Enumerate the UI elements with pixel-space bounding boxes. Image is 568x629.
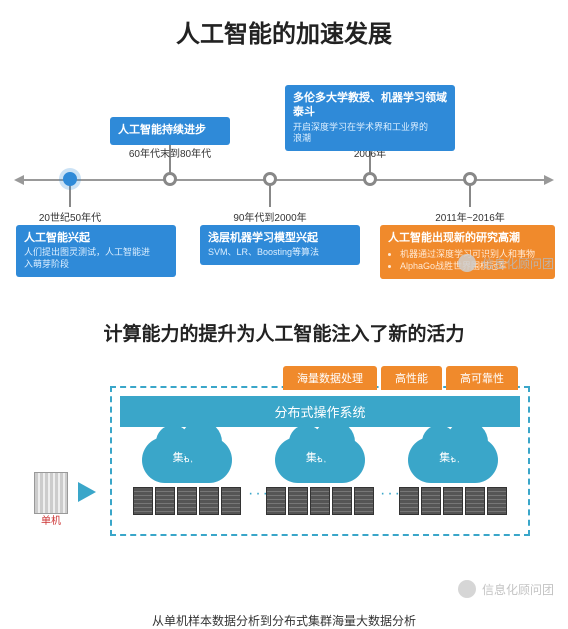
diagram-tabs: 海量数据处理 高性能 高可靠性 [283, 366, 518, 390]
watermark: 信息化顾问团 [458, 254, 554, 272]
diagram-caption: 从单机样本数据分析到分布式集群海量大数据分析 [0, 612, 568, 629]
timeline-box: 人工智能持续进步 [110, 117, 230, 145]
timeline: 20世纪50年代 人工智能兴起 人们提出图灵测试，人工智能进 入萌芽阶段 60年… [0, 49, 568, 289]
clusters-row: 集群1 ··· 集群2 ··· 集群n [112, 427, 528, 527]
rack-icon [443, 487, 463, 515]
timeline-date: 2011年~2016年 [435, 209, 505, 224]
cluster-label: 集群2 [275, 449, 365, 465]
rack-icon [155, 487, 175, 515]
box-title: 多伦多大学教授、机器学习领域泰斗 [293, 91, 447, 120]
single-machine-icon [34, 472, 68, 514]
rack-icon [421, 487, 441, 515]
rack-icon [465, 487, 485, 515]
timeline-dot [263, 172, 277, 186]
box-title: 人工智能持续进步 [118, 123, 222, 137]
wechat-icon [458, 254, 476, 272]
cluster: 集群1 [132, 437, 242, 515]
rack-icon [399, 487, 419, 515]
arrow-icon [78, 482, 96, 502]
diagram-tab: 高可靠性 [446, 366, 518, 390]
timeline-box: 多伦多大学教授、机器学习领域泰斗 开启深度学习在学术界和工业界的 浪潮 [285, 85, 455, 151]
timeline-date: 60年代末到80年代 [129, 145, 211, 160]
single-machine-label: 单机 [34, 516, 68, 527]
box-line: 人们提出图灵测试，人工智能进 [24, 247, 168, 259]
box-line: 浪潮 [293, 133, 447, 145]
box-line: SVM、LR、Boosting等算法 [208, 247, 352, 259]
wechat-icon [458, 580, 476, 598]
rack-icon [133, 487, 153, 515]
box-title: 人工智能兴起 [24, 231, 168, 245]
rack-icon [310, 487, 330, 515]
cloud-icon: 集群1 [142, 437, 232, 483]
cluster-label: 集群1 [142, 449, 232, 465]
cluster: 集群2 [265, 437, 375, 515]
timeline-dot [163, 172, 177, 186]
timeline-date: 20世纪50年代 [39, 209, 101, 224]
box-title: 人工智能出现新的研究高潮 [388, 231, 547, 245]
timeline-dot [463, 172, 477, 186]
diagram-tab: 高性能 [381, 366, 442, 390]
title-main-2: 计算能力的提升为人工智能注入了新的活力 [0, 319, 568, 346]
timeline-date: 90年代到2000年 [233, 209, 306, 224]
cloud-icon: 集群2 [275, 437, 365, 483]
rack-icon [266, 487, 286, 515]
box-title: 浅层机器学习模型兴起 [208, 231, 352, 245]
rack-icon [288, 487, 308, 515]
rack-icon [332, 487, 352, 515]
box-line: 开启深度学习在学术界和工业界的 [293, 122, 447, 134]
title-main-1: 人工智能的加速发展 [0, 0, 568, 49]
rack-icon [221, 487, 241, 515]
watermark: 信息化顾问团 [458, 580, 554, 598]
single-machine: 单机 [34, 472, 68, 527]
timeline-dot [63, 172, 77, 186]
rack-icon [177, 487, 197, 515]
timeline-dot [363, 172, 377, 186]
timeline-box: 人工智能兴起 人们提出图灵测试，人工智能进 入萌芽阶段 [16, 225, 176, 277]
rack-icon [199, 487, 219, 515]
watermark-text: 信息化顾问团 [482, 581, 554, 598]
watermark-text: 信息化顾问团 [482, 255, 554, 272]
distributed-diagram: 海量数据处理 高性能 高可靠性 分布式操作系统 集群1 ··· 集群2 ··· … [110, 386, 530, 536]
cluster: 集群n [398, 437, 508, 515]
rack-icon [487, 487, 507, 515]
cloud-icon: 集群n [408, 437, 498, 483]
box-line: 入萌芽阶段 [24, 259, 168, 271]
cluster-label: 集群n [408, 449, 498, 465]
diagram-tab: 海量数据处理 [283, 366, 377, 390]
timeline-box: 浅层机器学习模型兴起 SVM、LR、Boosting等算法 [200, 225, 360, 265]
rack-icon [354, 487, 374, 515]
